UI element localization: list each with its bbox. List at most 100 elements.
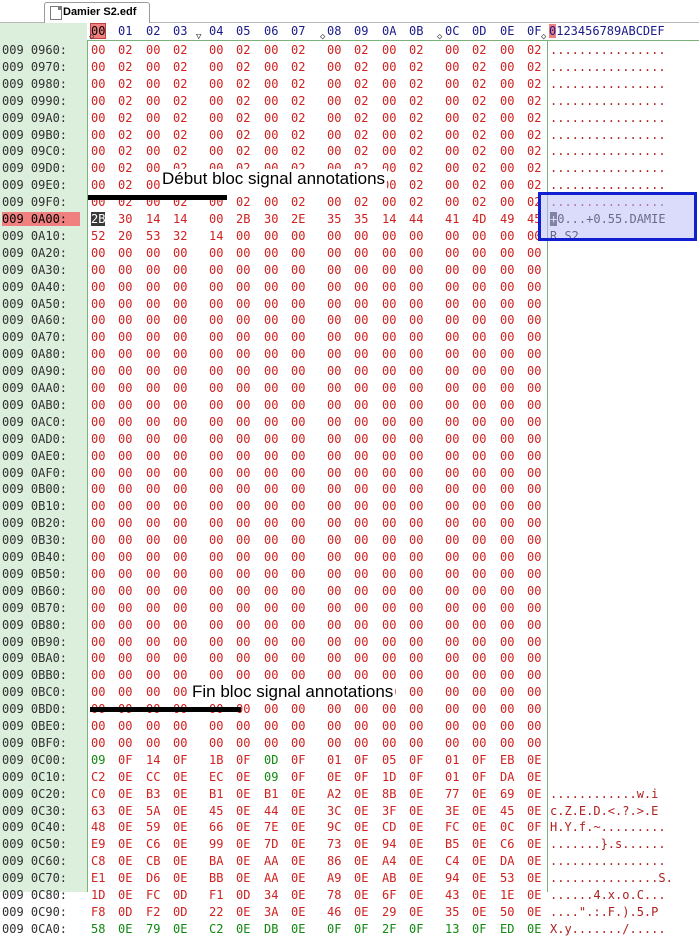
hex-byte[interactable]: 00 (209, 465, 224, 480)
hex-row[interactable]: 009 0C10: C2 0E CC 0E EC 0E 09 0F 0E 0F 1D 0F 01 0F DA 0… (0, 769, 699, 785)
hex-byte[interactable]: 0E (354, 904, 369, 919)
hex-byte[interactable]: 00 (354, 516, 369, 531)
hex-byte[interactable]: 00 (500, 431, 515, 446)
hex-byte[interactable]: 00 (327, 110, 342, 125)
hex-byte[interactable]: 00 (91, 161, 106, 176)
hex-byte[interactable]: 00 (500, 245, 515, 260)
hex-byte[interactable]: 78 (327, 888, 342, 902)
hex-byte[interactable]: 00 (527, 702, 542, 717)
hex-byte[interactable]: 00 (327, 651, 342, 666)
hex-byte[interactable]: 00 (472, 651, 487, 666)
hex-byte[interactable]: 32 (173, 228, 188, 243)
hex-byte[interactable]: 00 (445, 735, 460, 750)
hex-row[interactable]: 009 0B00: 00 00 00 00 00 00 00 00 00 00 00 00 00 00 00 0… (0, 481, 699, 497)
file-tab[interactable]: Damier S2.edf (44, 2, 150, 23)
hex-byte[interactable]: 00 (472, 465, 487, 480)
hex-byte[interactable]: 00 (236, 533, 251, 548)
hex-byte[interactable]: 00 (500, 262, 515, 277)
hex-byte[interactable]: 00 (327, 144, 342, 159)
hex-byte[interactable]: 00 (327, 719, 342, 733)
hex-byte[interactable]: 00 (500, 499, 515, 514)
hex-byte[interactable]: 02 (409, 195, 424, 210)
hex-byte[interactable]: 00 (209, 583, 224, 598)
hex-byte[interactable]: 00 (146, 685, 161, 700)
hex-byte[interactable]: 00 (445, 465, 460, 480)
hex-byte[interactable]: 00 (327, 43, 342, 57)
hex-byte[interactable]: 00 (445, 43, 460, 57)
hex-byte[interactable]: 02 (173, 93, 188, 108)
hex-byte[interactable]: 00 (500, 76, 515, 91)
hex-byte[interactable]: 00 (209, 668, 224, 683)
hex-byte[interactable]: 00 (173, 279, 188, 294)
hex-byte[interactable]: 00 (236, 397, 251, 412)
hex-byte[interactable]: 00 (472, 702, 487, 717)
hex-byte[interactable]: 00 (382, 59, 397, 74)
hex-byte[interactable]: 00 (327, 228, 342, 243)
hex-byte[interactable]: 00 (173, 634, 188, 649)
hex-byte[interactable]: 00 (527, 262, 542, 277)
hex-byte[interactable]: 00 (527, 634, 542, 649)
hex-byte[interactable]: 0F (327, 921, 342, 936)
hex-byte[interactable]: 0E (236, 854, 251, 869)
hex-byte[interactable]: 00 (236, 735, 251, 750)
hex-byte[interactable]: 00 (146, 600, 161, 615)
hex-byte[interactable]: 02 (118, 93, 133, 108)
hex-byte[interactable]: 00 (146, 296, 161, 311)
hex-byte[interactable]: 0F (527, 820, 542, 835)
hex-byte[interactable]: 02 (527, 195, 542, 210)
hex-byte[interactable]: 14 (173, 212, 188, 226)
hex-byte[interactable]: 02 (173, 127, 188, 142)
hex-byte[interactable]: 00 (91, 414, 106, 429)
hex-byte[interactable]: 00 (527, 414, 542, 429)
hex-byte[interactable]: 00 (445, 364, 460, 379)
hex-byte[interactable]: 00 (500, 296, 515, 311)
hex-byte[interactable]: 00 (500, 397, 515, 412)
hex-row[interactable]: 009 0A80: 00 00 00 00 00 00 00 00 00 00 00 00 00 00 00 0… (0, 346, 699, 362)
hex-byte[interactable]: 50 (500, 904, 515, 919)
hex-byte[interactable]: BA (209, 854, 224, 869)
hex-byte[interactable]: 00 (236, 364, 251, 379)
hex-row[interactable]: 009 0B40: 00 00 00 00 00 00 00 00 00 00 00 00 00 00 00 0… (0, 549, 699, 565)
hex-byte[interactable]: 00 (91, 550, 106, 564)
hex-byte[interactable]: 0E (409, 904, 424, 919)
hex-byte[interactable]: 00 (264, 735, 279, 750)
hex-byte[interactable]: 00 (409, 617, 424, 632)
hex-byte[interactable]: 00 (291, 313, 306, 328)
hex-byte[interactable]: 00 (382, 262, 397, 277)
hex-byte[interactable]: 00 (91, 533, 106, 548)
hex-byte[interactable]: 02 (118, 76, 133, 91)
hex-byte[interactable]: 00 (264, 110, 279, 125)
hex-byte[interactable]: 00 (382, 414, 397, 429)
hex-byte[interactable]: 2F (382, 921, 397, 936)
hex-byte[interactable]: 00 (409, 330, 424, 345)
hex-byte[interactable]: 00 (236, 431, 251, 446)
hex-byte[interactable]: 13 (445, 921, 460, 936)
hex-byte[interactable]: 00 (382, 127, 397, 142)
hex-byte[interactable]: 00 (118, 448, 133, 463)
hex-byte[interactable]: 00 (91, 499, 106, 514)
hex-byte[interactable]: C2 (209, 921, 224, 936)
hex-byte[interactable]: 00 (382, 330, 397, 345)
hex-byte[interactable]: 0E (472, 888, 487, 902)
hex-byte[interactable]: 00 (354, 414, 369, 429)
hex-byte[interactable]: 00 (118, 668, 133, 683)
hex-byte[interactable]: 00 (146, 43, 161, 57)
hex-byte[interactable]: 0E (236, 871, 251, 886)
hex-byte[interactable]: 00 (146, 178, 161, 193)
hex-byte[interactable]: EC (209, 769, 224, 784)
hex-byte[interactable]: 00 (409, 719, 424, 733)
hex-byte[interactable]: 00 (291, 296, 306, 311)
hex-byte[interactable]: 00 (409, 313, 424, 328)
hex-byte[interactable]: 00 (173, 431, 188, 446)
hex-byte[interactable]: 00 (146, 431, 161, 446)
hex-byte[interactable]: 59 (146, 820, 161, 835)
hex-byte[interactable]: 00 (382, 296, 397, 311)
hex-byte[interactable]: 00 (264, 43, 279, 57)
hex-byte[interactable]: 00 (146, 364, 161, 379)
hex-byte[interactable]: 00 (91, 397, 106, 412)
hex-byte[interactable]: 00 (472, 364, 487, 379)
hex-byte[interactable]: 02 (173, 144, 188, 159)
hex-byte[interactable]: 00 (409, 482, 424, 497)
hex-byte[interactable]: 00 (146, 448, 161, 463)
hex-byte[interactable]: 00 (500, 313, 515, 328)
